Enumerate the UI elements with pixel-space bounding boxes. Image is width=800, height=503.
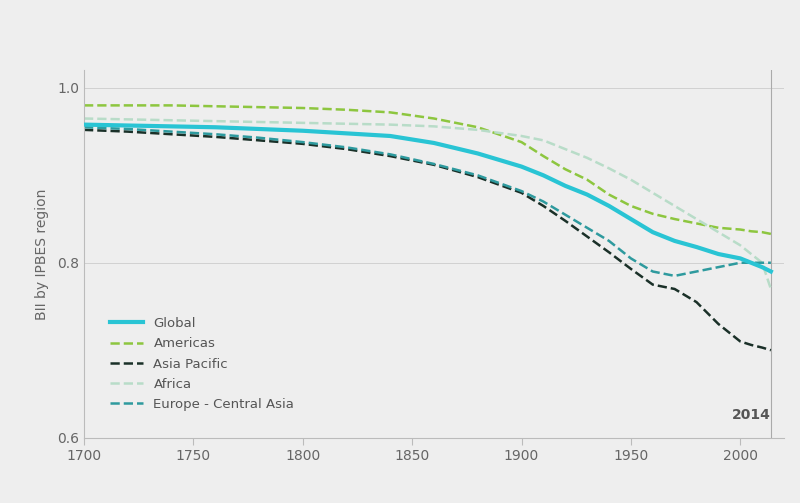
Legend: Global, Americas, Asia Pacific, Africa, Europe - Central Asia: Global, Americas, Asia Pacific, Africa, … (105, 312, 299, 416)
Y-axis label: BII by IPBES region: BII by IPBES region (35, 188, 49, 320)
Text: 2014: 2014 (732, 408, 771, 422)
